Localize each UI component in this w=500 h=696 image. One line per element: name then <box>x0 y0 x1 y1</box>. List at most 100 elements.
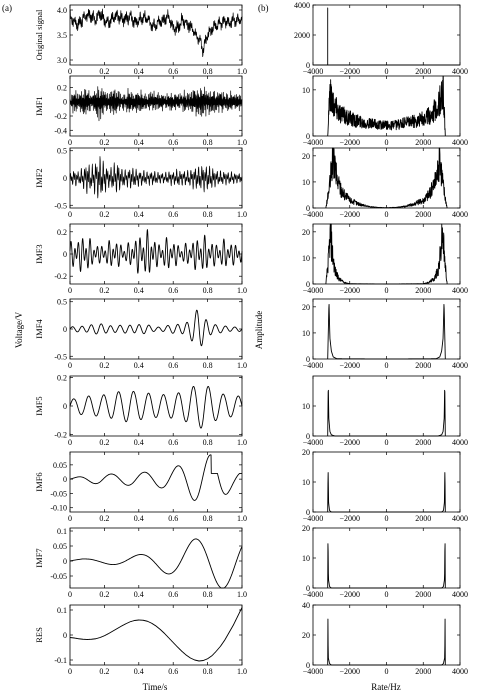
subplot-a-5-ytick-label: 0.5 <box>57 298 67 307</box>
subplot-a-7-xtick-label: 0.8 <box>203 514 213 523</box>
subplot-b-8-frame <box>312 527 461 589</box>
subplot-a-7: 0 0.2 0.4 0.6 0.8 1.0 -0.10 -0.05 0 0.05 IMF6 <box>34 451 247 523</box>
subplot-a-2-xtick-label: 1.0 <box>237 138 247 147</box>
subplot-b-6-ytick-label: 0 <box>306 432 310 441</box>
subplot-a-8-ytick-label: 0 <box>63 557 67 566</box>
subplot-a-3-xtick-label: 1.0 <box>237 210 247 219</box>
subplot-a-9-ytick-label: -0.1 <box>54 656 67 665</box>
subplot-b-4-xtick-label: −4000 <box>303 286 324 295</box>
subplot-a-7-xtick-label: 0.4 <box>134 514 144 523</box>
subplot-a-7-ytick-label: 0.05 <box>53 461 67 470</box>
subplot-b-6-xtick-label: 4000 <box>452 438 468 447</box>
subplot-a-2-ylabel: IMF1 <box>34 96 44 115</box>
subplot-a-2-ytick-label: 0 <box>63 98 67 107</box>
subplot-a-3-xtick-label: 0.6 <box>168 210 178 219</box>
subplot-a-9-frame <box>69 604 243 666</box>
subplot-a-9-xtick-label: 0.6 <box>168 667 178 676</box>
subplot-a-1-xtick-label: 1.0 <box>237 67 247 76</box>
subplot-b-6-xtick-label: −2000 <box>339 438 360 447</box>
subplot-a-4-ytick-label: 0.2 <box>57 228 67 237</box>
subplot-b-8-ytick-label: 20 <box>302 524 310 533</box>
subplot-b-1-xtick-label: 2000 <box>415 67 431 76</box>
subplot-a-5-ylabel: IMF4 <box>34 319 44 339</box>
subplot-b-3-xtick-label: 4000 <box>452 210 468 219</box>
subplot-a-1-series-line <box>69 8 243 58</box>
subplot-a-4-ylabel: IMF3 <box>34 244 44 263</box>
subplot-b-7-xtick-label: 2000 <box>415 514 431 523</box>
subplot-a-2-ytick-label: -0.2 <box>54 112 67 121</box>
subplot-a-8-ylabel: IMF7 <box>34 548 44 567</box>
subplot-b-1-ytick-label: 4000 <box>294 1 310 10</box>
subplot-b-2-xtick-label: 2000 <box>415 138 431 147</box>
subplot-b-6-xtick-label: 2000 <box>415 438 431 447</box>
subplot-a-6-xtick-label: 0.4 <box>134 438 144 447</box>
subplot-b-5-ytick-label: 0 <box>306 355 310 364</box>
subplot-b-8-ytick-label: 10 <box>302 554 310 563</box>
subplot-a-5-xtick-label: 0.2 <box>99 361 109 370</box>
subplot-a-5-xtick-label: 0.6 <box>168 361 178 370</box>
subplot-b-7-ytick-label: 10 <box>302 478 310 487</box>
subplot-b-1-xtick-label: 4000 <box>452 67 468 76</box>
subplot-b-9-xtick-label: 0 <box>385 667 389 676</box>
subplot-b-5-xtick-label: 4000 <box>452 361 468 370</box>
subplot-a-6-xtick-label: 0.6 <box>168 438 178 447</box>
subplot-b-1-xtick-label: −2000 <box>339 67 360 76</box>
subplot-b-3-ytick-label: 20 <box>302 152 310 161</box>
subplot-b-1: −4000 −2000 0 2000 4000 0 2000 4000 <box>294 1 468 76</box>
subplot-a-9-xtick-label: 1.0 <box>237 667 247 676</box>
subplot-a-6-xtick-label: 1.0 <box>237 438 247 447</box>
subplot-a-1-xtick-label: 0.4 <box>134 67 144 76</box>
subplot-a-3-ytick-label: -0.5 <box>54 201 67 210</box>
subplot-b-7-ytick-label: 20 <box>302 448 310 457</box>
panel-b-label: (b) <box>258 3 269 13</box>
subplot-b-7-series-line <box>327 472 446 513</box>
subplot-b-1-frame <box>312 4 461 66</box>
subplot-b-5-ytick-label: 10 <box>302 329 310 338</box>
subplot-a-7-xtick-label: 1.0 <box>237 514 247 523</box>
subplot-a-2-xtick-label: 0.4 <box>134 138 144 147</box>
subplot-a-1: 0 0.2 0.4 0.6 0.8 1.0 3.0 3.5 4.0 Original signal <box>34 4 247 76</box>
subplot-a-3-ylabel: IMF2 <box>34 168 44 187</box>
subplot-b-1-xtick-label: −4000 <box>303 67 324 76</box>
subplot-a-7-frame <box>69 451 243 513</box>
subplot-a-1-xtick-label: 0.8 <box>203 67 213 76</box>
subplot-a-5-ytick-label: 0 <box>63 325 67 334</box>
subplot-b-7-xtick-label: 4000 <box>452 514 468 523</box>
subplot-b-8-xtick-label: 2000 <box>415 590 431 599</box>
subplot-a-4-ytick-label: -0.2 <box>54 272 67 281</box>
subplot-a-8-xtick-label: 0.6 <box>168 590 178 599</box>
left-x-axis-label: Time/s <box>143 682 168 692</box>
subplot-b-5-series-line <box>327 303 446 360</box>
subplot-b-6-xtick-label: −4000 <box>303 438 324 447</box>
subplot-b-1-ytick-label: 2000 <box>294 31 310 40</box>
subplot-a-6-ytick-label: -0.2 <box>54 431 67 440</box>
subplot-a-5-xtick-label: 0.4 <box>134 361 144 370</box>
subplot-a-7-xtick-label: 0 <box>68 514 72 523</box>
subplot-a-1-ytick-label: 3.0 <box>57 56 67 65</box>
subplot-b-9-series-line <box>327 618 446 666</box>
subplot-b-1-xtick-label: 0 <box>385 67 389 76</box>
subplot-a-9-xtick-label: 0.4 <box>134 667 144 676</box>
subplot-a-3-xtick-label: 0.8 <box>203 210 213 219</box>
subplot-a-8-xtick-label: 0.8 <box>203 590 213 599</box>
subplot-a-3-ytick-label: 0.5 <box>57 147 67 156</box>
subplot-a-7-series-line <box>69 454 243 501</box>
subplot-b-6-xtick-label: 0 <box>385 438 389 447</box>
subplot-a-4-series-line <box>69 229 243 274</box>
subplot-a-8-frame <box>69 527 243 589</box>
subplot-b-4-ytick-label: 10 <box>302 254 310 263</box>
subplot-a-9-ytick-label: 0.1 <box>57 606 67 615</box>
subplot-a-1-frame <box>69 4 243 66</box>
subplot-b-2-xtick-label: −4000 <box>303 138 324 147</box>
left-y-axis-label: Voltage/V <box>14 311 24 348</box>
subplot-a-5-xtick-label: 1.0 <box>237 361 247 370</box>
subplot-a-3-series-line <box>69 156 243 199</box>
right-x-axis-label: Rate/Hz <box>371 682 401 692</box>
subplot-b-9-ytick-label: 40 <box>302 601 310 610</box>
subplot-a-4-xtick-label: 0.4 <box>134 286 144 295</box>
